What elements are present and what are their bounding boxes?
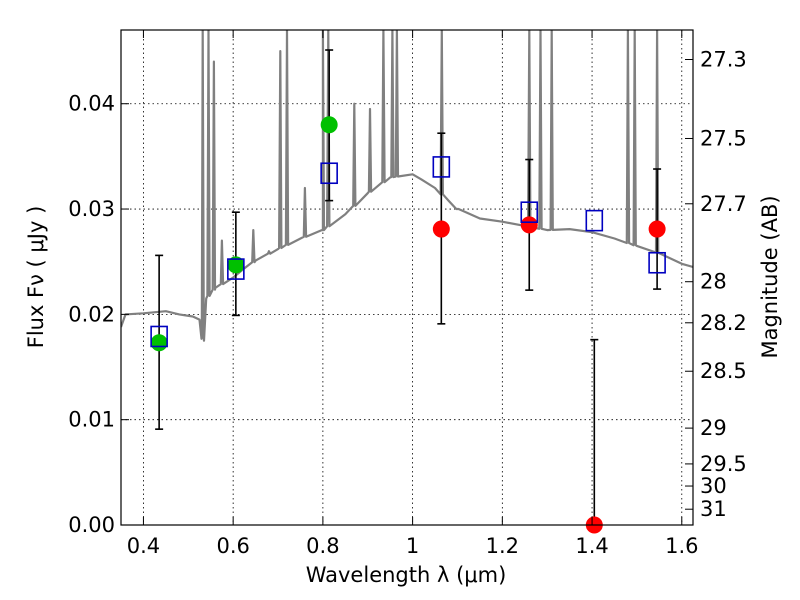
y-right-tick-label: 29 [700,416,727,440]
model-point [320,162,338,185]
y-right-tick-label: 31 [700,497,727,521]
data-point [320,116,338,134]
y-right-tick-label: 27.3 [700,47,747,71]
data-point [520,216,538,234]
y-tick-label: 0.02 [68,302,115,326]
sed-curve-layer [121,30,693,342]
y-tick-label: 0.03 [68,197,115,221]
x-tick-label: 0.6 [216,534,249,558]
data-point [150,334,168,352]
x-tick-label: 0.8 [306,534,339,558]
axis-ticks [121,30,693,526]
x-tick-label: 1.6 [665,534,698,558]
x-tick-label: 1.2 [486,534,519,558]
model-point [648,251,666,274]
x-tick-label: 0.4 [127,534,160,558]
y-tick-label: 0.01 [68,408,115,432]
y-right-tick-label: 27.5 [700,126,747,150]
tick-labels: 0.4 0.6 0.8 1 1.2 1.4 1.6 0.00 0.01 0.02 0.03 0.04 2… [68,47,747,558]
y-right-tick-label: 28.2 [700,311,747,335]
model-point [150,325,168,348]
y-right-tick-label: 30 [700,474,727,498]
x-tick-label: 1.4 [575,534,608,558]
y-right-tick-label: 27.7 [700,192,747,216]
y-right-tick-label: 28.5 [700,359,747,383]
y-tick-label: 0.04 [68,92,115,116]
data-point [648,220,666,238]
y-right-tick-label: 28 [700,270,727,294]
sed-model-curve [121,30,693,342]
model-point [585,209,604,232]
y-right-tick-label: 29.5 [700,452,747,476]
y-axis-right-title: Magnitude (AB) [758,195,782,358]
y-axis-title: Flux Fν ( μJy ) [24,206,48,349]
data-point [432,220,450,238]
plot-frame [120,29,694,526]
data-markers [150,116,666,534]
model-point [227,258,245,280]
x-tick-label: 1 [406,534,419,558]
model-point [432,156,451,178]
y-tick-label: 0.00 [68,513,115,537]
x-axis-title: Wavelength λ (μm) [306,563,507,587]
model-point [520,201,539,224]
